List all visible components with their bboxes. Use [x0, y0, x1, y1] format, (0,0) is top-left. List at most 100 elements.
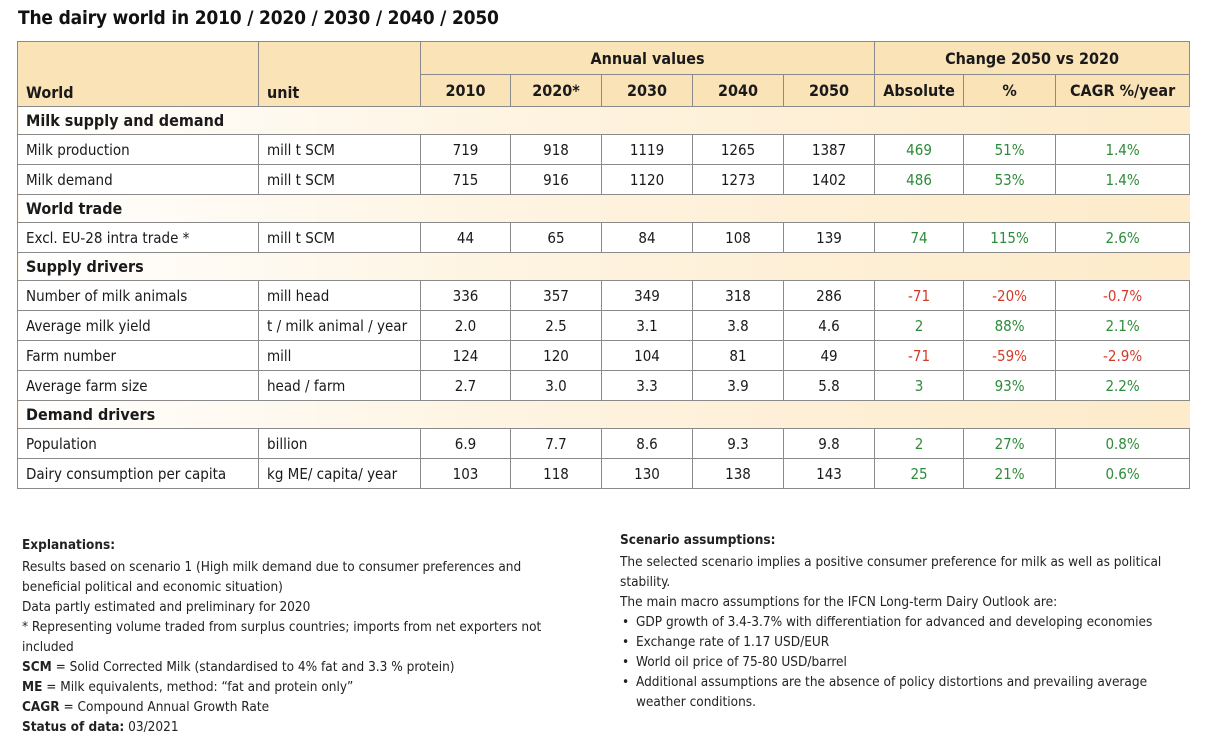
table-row: Average milk yield t / milk animal / year… [17, 310, 1191, 341]
definition-cagr: CAGR = Compound Annual Growth Rate [22, 697, 582, 717]
annual-value-cell: 1119 [601, 134, 693, 165]
absolute-change-cell: 74 [874, 222, 965, 253]
annual-value-cell: 104 [601, 340, 693, 371]
annual-value-cell: 3.8 [692, 310, 784, 341]
col-header-percent: % [963, 74, 1057, 107]
scenario-macro-intro: The main macro assumptions for the IFCN … [620, 594, 1058, 610]
absolute-change-cell: 469 [874, 134, 965, 165]
row-unit: mill head [258, 280, 421, 311]
table-row: Average farm size head / farm 2.7 3.0 3.3 3.9… [17, 370, 1191, 401]
col-header-year: 2020* [510, 74, 602, 107]
dairy-table-container: World unit Annual values Change 2050 vs … [16, 41, 1191, 489]
annual-value-cell: 7.7 [510, 428, 602, 459]
table-row: Population billion 6.9 7.7 8.6 9.3 9.8 2 27% 0.8% [17, 428, 1191, 459]
annual-value-cell: 130 [601, 458, 693, 489]
col-header-year: 2050 [782, 74, 876, 107]
cagr-cell: 2.1% [1055, 310, 1191, 341]
annual-value-cell: 1273 [692, 164, 784, 195]
col-header-year: 2040 [692, 74, 784, 107]
row-unit: mill t SCM [258, 164, 421, 195]
annual-value-cell: 918 [510, 134, 602, 165]
group-header-annual-values: Annual values [419, 41, 876, 75]
explanations-heading: Explanations: [22, 537, 116, 553]
absolute-change-cell: -71 [874, 280, 965, 311]
definition-me: ME = Milk equivalents, method: “fat and … [22, 677, 582, 697]
annual-value-cell: 1387 [782, 134, 876, 165]
annual-value-cell: 3.9 [692, 370, 784, 401]
annual-value-cell: 138 [692, 458, 784, 489]
col-header-unit: unit [258, 41, 421, 107]
annual-value-cell: 118 [510, 458, 602, 489]
row-unit: t / milk animal / year [258, 310, 421, 341]
annual-value-cell: 1265 [692, 134, 784, 165]
scenario-intro: The selected scenario implies a positive… [620, 554, 1162, 590]
explanation-line: Results based on scenario 1 (High milk d… [22, 559, 522, 595]
row-unit: mill t SCM [258, 222, 421, 253]
row-label: Milk production [17, 134, 259, 165]
annual-value-cell: 9.8 [782, 428, 876, 459]
annual-value-cell: 5.8 [782, 370, 876, 401]
percent-change-cell: 21% [963, 458, 1057, 489]
absolute-change-cell: -71 [874, 340, 965, 371]
annual-value-cell: 715 [420, 164, 511, 195]
annual-value-cell: 916 [510, 164, 602, 195]
annual-value-cell: 124 [420, 340, 511, 371]
annual-value-cell: 81 [692, 340, 784, 371]
term-scm: SCM [22, 659, 52, 675]
term-scm-definition: = Solid Corrected Milk (standardised to … [51, 659, 455, 675]
percent-change-cell: 27% [963, 428, 1057, 459]
cagr-cell: 2.2% [1055, 370, 1191, 401]
annual-value-cell: 3.3 [601, 370, 693, 401]
col-header-absolute: Absolute [874, 74, 965, 107]
cagr-cell: 0.6% [1055, 458, 1191, 489]
annual-value-cell: 2.7 [420, 370, 511, 401]
row-label: Milk demand [17, 164, 259, 195]
row-unit: mill t SCM [258, 134, 421, 165]
annual-value-cell: 84 [601, 222, 693, 253]
annual-value-cell: 2.5 [510, 310, 602, 341]
annual-value-cell: 3.1 [601, 310, 693, 341]
annual-value-cell: 2.0 [420, 310, 511, 341]
annual-value-cell: 8.6 [601, 428, 693, 459]
row-label: Excl. EU-28 intra trade * [17, 222, 259, 253]
group-header-change: Change 2050 vs 2020 [874, 41, 1191, 75]
explanations-block: Explanations: Results based on scenario … [22, 535, 582, 737]
absolute-change-cell: 25 [874, 458, 965, 489]
col-header-year: 2010 [420, 74, 511, 107]
percent-change-cell: 51% [963, 134, 1057, 165]
annual-value-cell: 103 [420, 458, 511, 489]
row-label: Population [17, 428, 259, 459]
percent-change-cell: 93% [963, 370, 1057, 401]
percent-change-cell: 53% [963, 164, 1057, 195]
annual-value-cell: 357 [510, 280, 602, 311]
table-row: Farm number mill 124 120 104 81 49 -71 -59% -2.9% [17, 340, 1191, 371]
row-label: Farm number [17, 340, 259, 371]
row-unit: kg ME/ capita/ year [258, 458, 421, 489]
absolute-change-cell: 2 [874, 310, 965, 341]
assumption-list: GDP growth of 3.4-3.7% with differentiat… [620, 612, 1200, 712]
term-cagr-definition: = Compound Annual Growth Rate [59, 699, 270, 715]
scenario-heading: Scenario assumptions: [620, 532, 776, 548]
cagr-cell: 1.4% [1055, 164, 1191, 195]
percent-change-cell: -20% [963, 280, 1057, 311]
percent-change-cell: 115% [963, 222, 1057, 253]
absolute-change-cell: 486 [874, 164, 965, 195]
term-me: ME [22, 679, 43, 695]
row-unit: head / farm [258, 370, 421, 401]
absolute-change-cell: 3 [874, 370, 965, 401]
percent-change-cell: -59% [963, 340, 1057, 371]
annual-value-cell: 349 [601, 280, 693, 311]
col-header-cagr: CAGR %/year [1055, 74, 1191, 107]
explanation-line: Data partly estimated and preliminary fo… [22, 599, 311, 615]
assumption-item: Exchange rate of 1.17 USD/EUR [620, 632, 1200, 652]
assumption-item: Additional assumptions are the absence o… [620, 672, 1200, 712]
assumption-item: GDP growth of 3.4-3.7% with differentiat… [620, 612, 1200, 632]
section-title: World trade [16, 194, 1190, 223]
definition-scm: SCM = Solid Corrected Milk (standardised… [22, 657, 582, 677]
annual-value-cell: 65 [510, 222, 602, 253]
annual-value-cell: 6.9 [420, 428, 511, 459]
annual-value-cell: 336 [420, 280, 511, 311]
header-group-row: World unit Annual values Change 2050 vs … [17, 41, 1191, 107]
percent-change-cell: 88% [963, 310, 1057, 341]
annual-value-cell: 9.3 [692, 428, 784, 459]
